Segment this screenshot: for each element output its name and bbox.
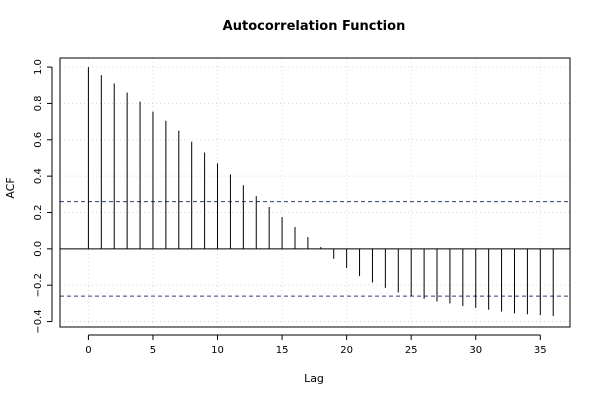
confidence-bounds <box>60 201 570 297</box>
x-tick-label-2: 10 <box>211 345 224 356</box>
x-tick-label-7: 35 <box>534 345 547 356</box>
y-tick-label-4: 0.4 <box>33 168 44 184</box>
y-tick-label-5: 0.6 <box>33 132 44 148</box>
y-tick-label-3: 0.2 <box>33 205 44 221</box>
y-axis: −0.4 −0.2 0.0 0.2 0.4 0.6 0.8 1.0 <box>33 59 53 334</box>
y-tick-label-7: 1.0 <box>33 59 44 75</box>
x-tick-label-6: 30 <box>469 345 482 356</box>
y-tick-label-6: 0.8 <box>33 95 44 111</box>
y-axis-label: ACF <box>4 177 17 198</box>
x-axis: 0 5 10 15 20 25 30 35 <box>85 334 547 356</box>
x-tick-label-0: 0 <box>85 345 91 356</box>
x-tick-label-5: 25 <box>405 345 418 356</box>
y-tick-label-0: −0.4 <box>33 309 44 333</box>
x-axis-label: Lag <box>304 372 324 385</box>
x-tick-label-1: 5 <box>150 345 156 356</box>
x-tick-label-3: 15 <box>276 345 289 356</box>
y-tick-label-1: −0.2 <box>33 273 44 297</box>
y-tick-label-2: 0.0 <box>33 241 44 257</box>
chart-title: Autocorrelation Function <box>223 19 406 34</box>
acf-bars <box>87 67 554 317</box>
x-tick-label-4: 20 <box>340 345 353 356</box>
grid-layer <box>60 58 570 327</box>
plot-frame <box>59 57 571 328</box>
